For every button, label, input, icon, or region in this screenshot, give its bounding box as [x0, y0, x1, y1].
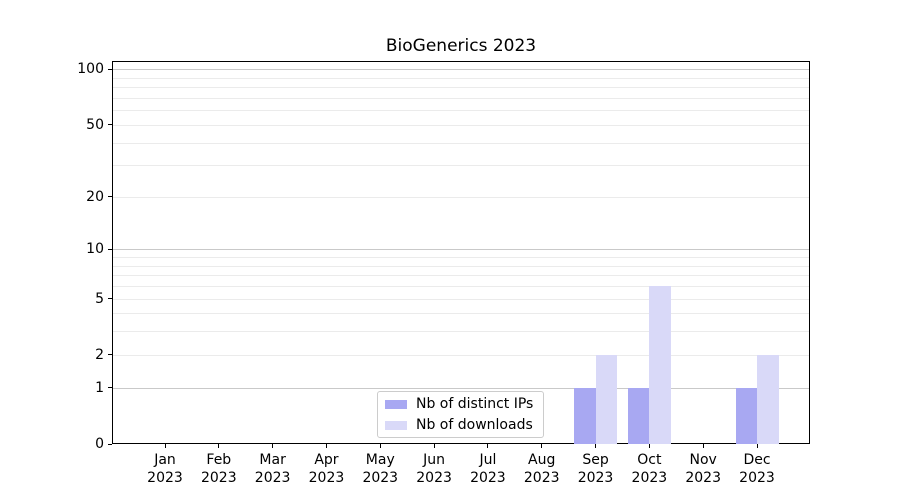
gridline-minor: [113, 142, 809, 144]
x-tick-label: Mar 2023: [254, 452, 291, 486]
gridline-minor: [113, 110, 809, 112]
gridline-minor: [113, 165, 809, 167]
bar-ips-oct: [627, 387, 650, 444]
bar-downloads-sep: [595, 354, 618, 444]
x-tick: [379, 444, 381, 448]
x-tick-label: Jul 2023: [470, 452, 506, 486]
y-tick: [108, 443, 112, 445]
x-tick: [325, 444, 327, 448]
legend-label-ips: Nb of distinct IPs: [416, 396, 534, 412]
x-tick-label: Dec 2023: [739, 452, 775, 486]
x-tick: [595, 444, 597, 448]
bar-ips-dec: [735, 387, 757, 444]
legend-item-ips: Nb of distinct IPs: [385, 395, 543, 413]
x-tick-label: Jan 2023: [147, 452, 183, 486]
y-tick: [108, 124, 112, 126]
x-tick-label: May 2023: [362, 452, 399, 486]
x-tick-label: Nov 2023: [685, 452, 721, 486]
y-tick-label: 1: [95, 379, 104, 396]
x-tick: [272, 444, 274, 448]
x-tick-label: Oct 2023: [631, 452, 668, 486]
gridline-minor: [113, 77, 809, 79]
y-tick-label: 2: [95, 346, 104, 363]
gridline-minor: [113, 265, 809, 267]
gridline-minor: [113, 275, 809, 277]
legend: Nb of distinct IPs Nb of downloads: [377, 391, 544, 438]
x-tick-label: Aug 2023: [523, 452, 560, 486]
x-tick: [433, 444, 435, 448]
bar-ips-sep: [574, 387, 596, 444]
x-tick-label: Feb 2023: [200, 452, 237, 486]
legend-item-downloads: Nb of downloads: [385, 416, 543, 434]
x-tick: [541, 444, 543, 448]
y-tick-label: 100: [77, 61, 104, 78]
legend-swatch-downloads: [385, 420, 407, 430]
gridline-minor: [113, 354, 809, 356]
x-tick: [648, 444, 650, 448]
gridline-minor: [113, 298, 809, 300]
y-tick-label: 0: [95, 436, 104, 452]
gridline-minor: [113, 286, 809, 288]
gridline-minor: [113, 97, 809, 99]
y-tick-label: 20: [86, 188, 104, 205]
y-tick: [108, 354, 112, 356]
gridline-major: [113, 249, 809, 251]
x-tick-label: Sep 2023: [577, 452, 614, 486]
bar-downloads-oct: [649, 286, 671, 444]
y-tick: [108, 248, 112, 250]
gridline-minor: [113, 124, 809, 126]
gridline-minor: [113, 313, 809, 315]
x-tick: [164, 444, 166, 448]
y-tick: [108, 298, 112, 300]
y-tick: [108, 196, 112, 198]
x-tick-label: Apr 2023: [308, 452, 345, 486]
y-tick-label: 50: [86, 116, 104, 133]
y-tick: [108, 387, 112, 389]
gridline-minor: [113, 87, 809, 89]
y-tick-label: 10: [86, 241, 104, 258]
gridline-minor: [113, 331, 809, 333]
legend-swatch-ips: [385, 399, 407, 409]
plot-area: [112, 61, 810, 444]
gridline-major: [113, 69, 809, 71]
y-tick: [108, 68, 112, 70]
y-tick-label: 5: [95, 290, 104, 307]
gridline-minor: [113, 257, 809, 259]
bar-downloads-dec: [757, 354, 779, 444]
x-tick: [756, 444, 758, 448]
gridline-major: [113, 387, 809, 389]
legend-label-downloads: Nb of downloads: [416, 417, 533, 433]
x-tick: [218, 444, 220, 448]
gridline-minor: [113, 196, 809, 198]
chart-title: BioGenerics 2023: [385, 36, 537, 56]
x-tick: [702, 444, 704, 448]
x-tick-label: Jun 2023: [416, 452, 452, 486]
x-tick: [487, 444, 489, 448]
